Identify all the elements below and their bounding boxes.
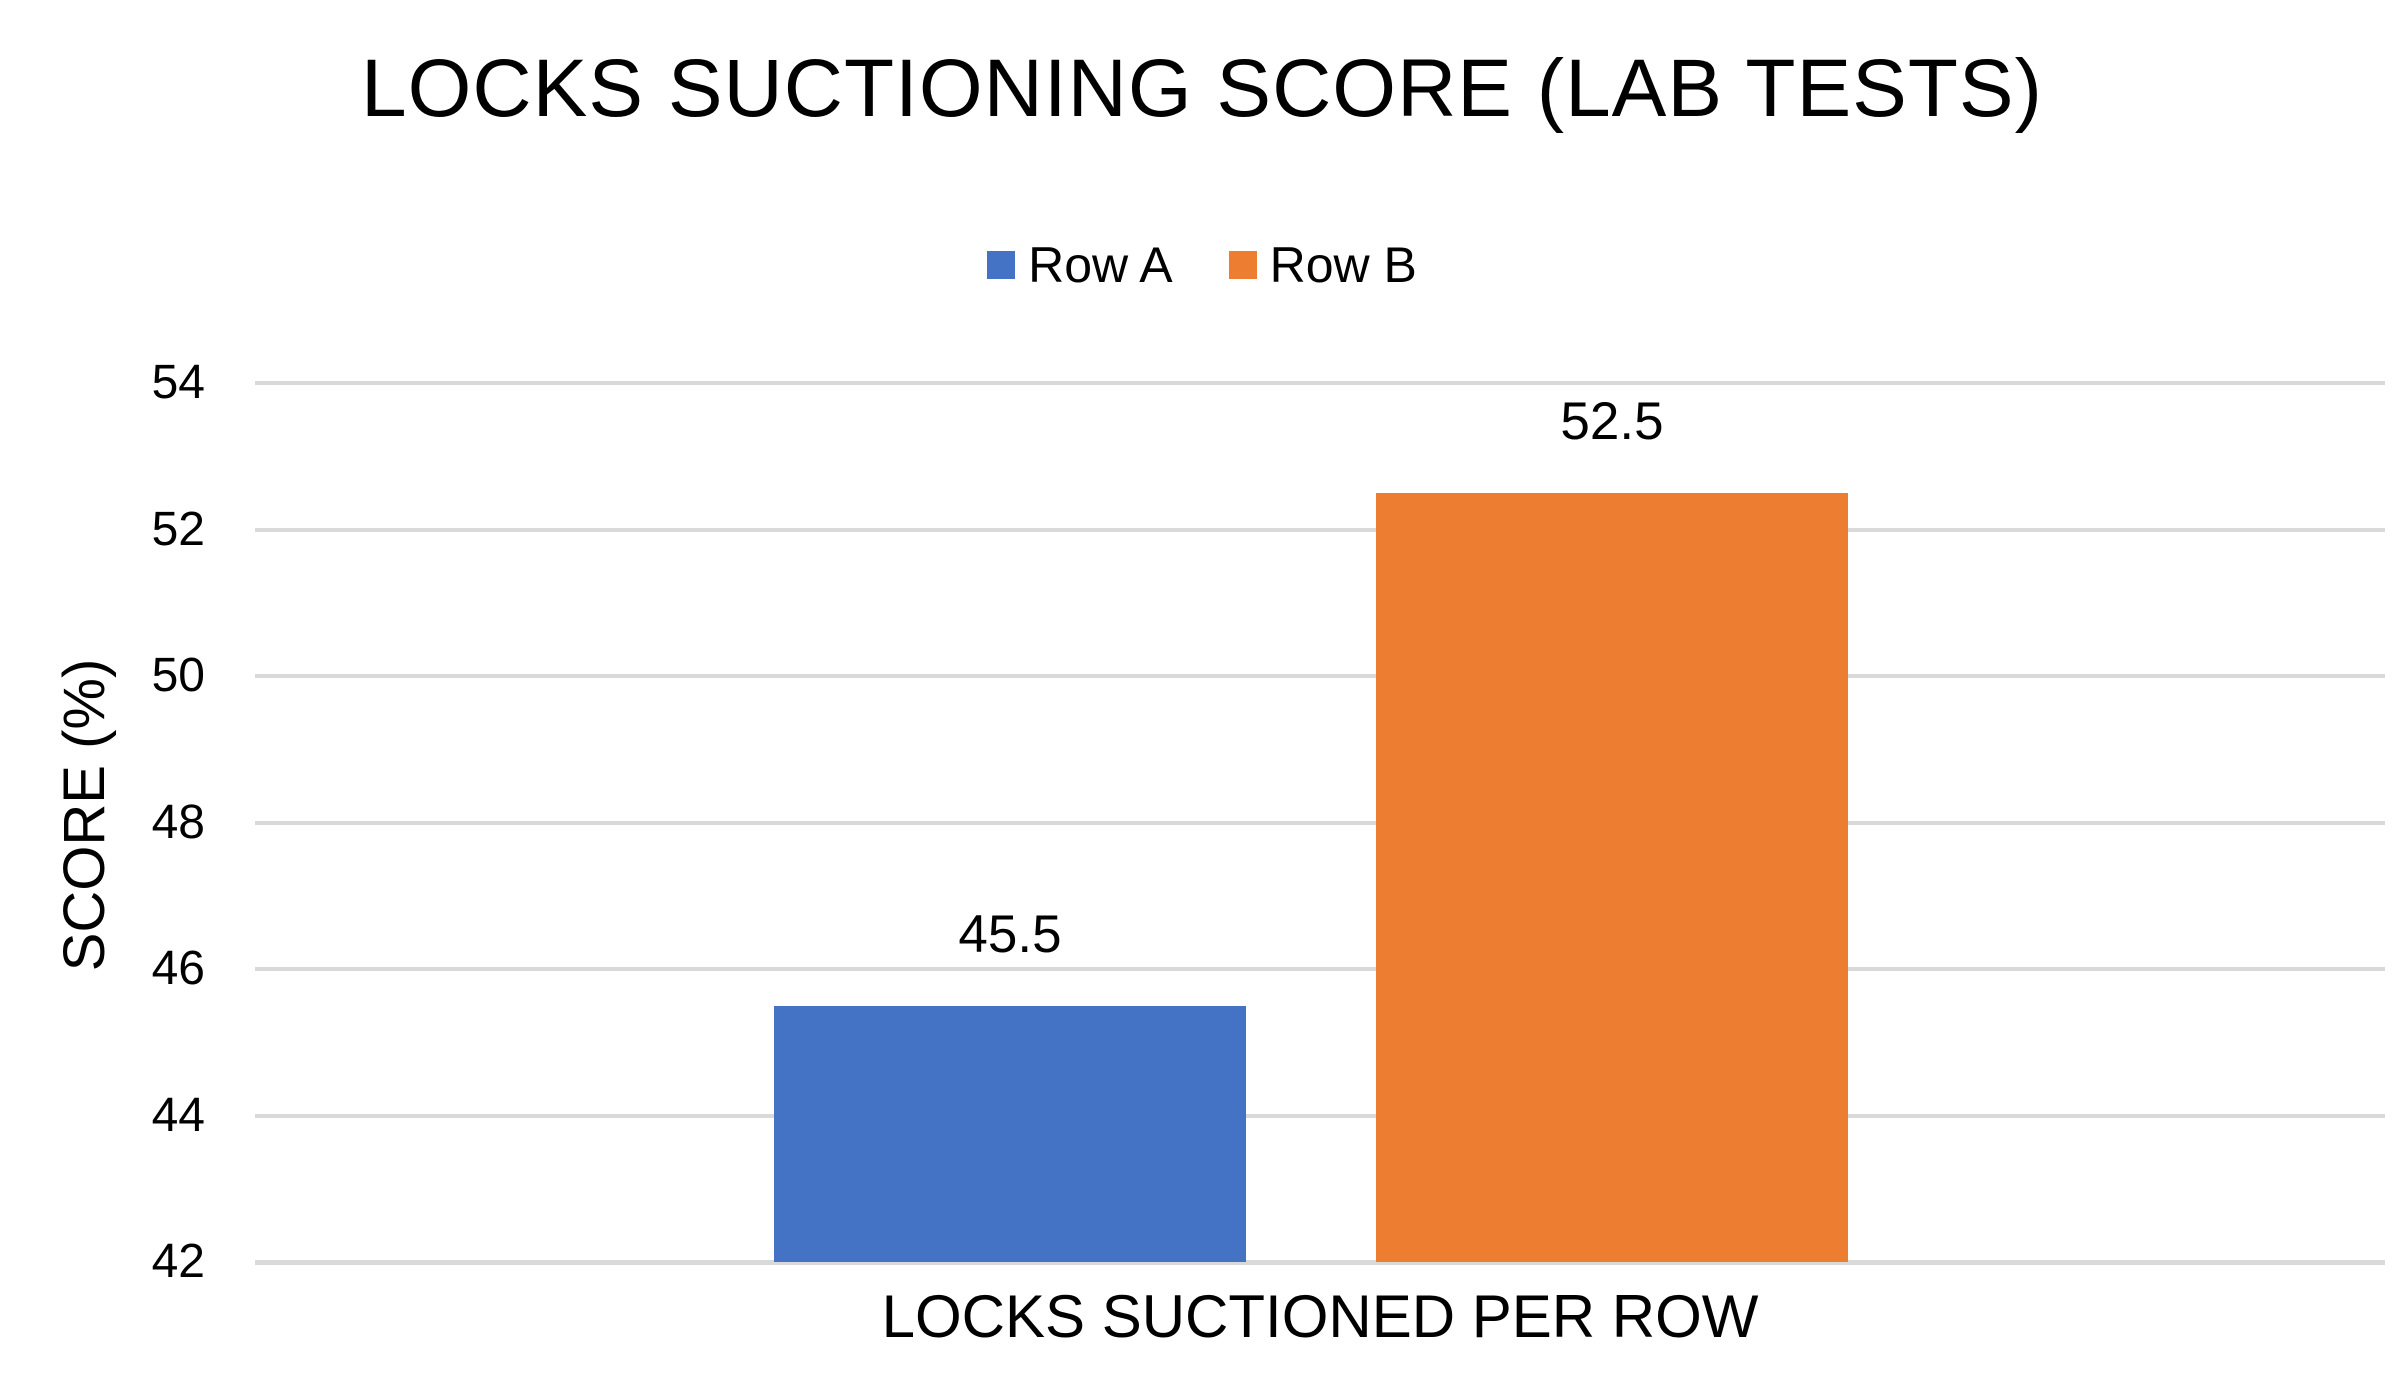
y-tick-label-44: 44 [151, 1088, 205, 1142]
data-label-row-a: 45.5 [958, 904, 1062, 964]
gridline-y-50 [255, 674, 2385, 678]
gridline-y-46 [255, 967, 2385, 971]
gridline-y-48 [255, 820, 2385, 825]
y-tick-label-52: 52 [151, 502, 205, 556]
plot-area: 45.5 52.5 [255, 381, 2385, 1265]
legend-label-row-a: Row A [1028, 237, 1173, 293]
gridline-y-44 [255, 1113, 2385, 1118]
legend-swatch-row-a [987, 251, 1016, 279]
legend-swatch-row-b [1228, 251, 1257, 279]
bar-row-a [774, 1005, 1246, 1262]
y-tick-label-50: 50 [151, 649, 205, 702]
gridline-y-54 [255, 381, 2385, 385]
x-axis-category-label: LOCKS SUCTIONED PER ROW [881, 1283, 1759, 1350]
y-axis-title: SCORE (%) [52, 658, 117, 972]
y-axis-tick-labels: 54 52 50 48 46 44 42 [0, 357, 205, 1288]
bar-row-b [1376, 492, 1848, 1262]
legend: Row A Row B [0, 238, 2404, 292]
gridline-y-52 [255, 527, 2385, 532]
gridline-y-42 [255, 1260, 2385, 1265]
y-tick-label-48: 48 [151, 795, 205, 849]
y-tick-label-46: 46 [151, 942, 205, 995]
y-tick-label-42: 42 [151, 1235, 205, 1288]
data-label-row-b: 52.5 [1560, 391, 1664, 451]
chart-title: LOCKS SUCTIONING SCORE (LAB TESTS) [361, 43, 2043, 134]
legend-item-row-b: Row B [1228, 237, 1417, 293]
legend-label-row-b: Row B [1269, 237, 1417, 293]
y-tick-label-54: 54 [151, 356, 205, 409]
legend-item-row-a: Row A [987, 240, 1173, 290]
